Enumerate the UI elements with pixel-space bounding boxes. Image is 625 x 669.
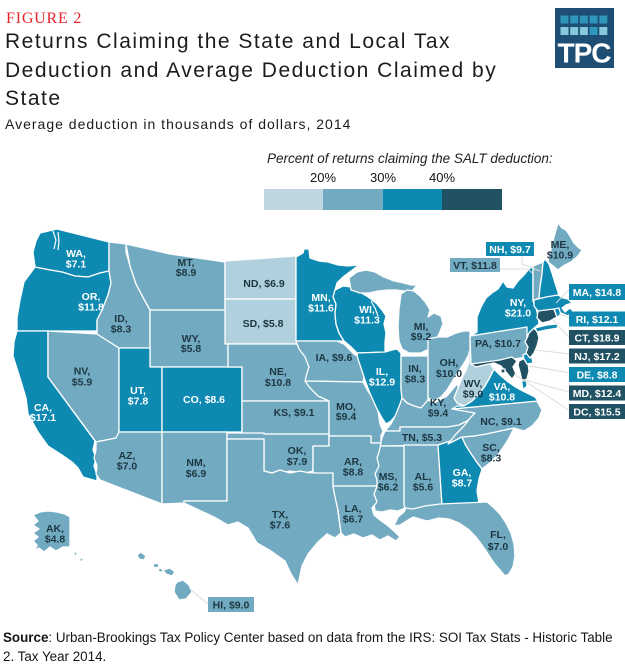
svg-text:$21.0: $21.0 [505, 308, 531, 320]
svg-text:$9.2: $9.2 [411, 331, 432, 343]
svg-text:AZ,: AZ, [119, 450, 136, 462]
svg-text:$6.9: $6.9 [186, 468, 207, 480]
svg-text:ND, $6.9: ND, $6.9 [243, 278, 285, 290]
svg-text:TN, $5.3: TN, $5.3 [402, 432, 442, 444]
svg-text:CT, $18.9: CT, $18.9 [575, 333, 620, 345]
svg-text:$4.8: $4.8 [45, 534, 66, 546]
svg-text:GA,: GA, [453, 467, 472, 479]
svg-text:$8.3: $8.3 [481, 453, 502, 465]
svg-text:NV,: NV, [74, 366, 91, 378]
svg-text:$10.8: $10.8 [489, 392, 515, 404]
svg-text:NE,: NE, [269, 366, 287, 378]
svg-text:OR,: OR, [82, 291, 101, 303]
svg-text:NY,: NY, [510, 297, 526, 309]
svg-text:$5.8: $5.8 [181, 343, 202, 355]
svg-text:$8.3: $8.3 [405, 374, 426, 386]
svg-text:AK,: AK, [46, 523, 64, 535]
svg-text:ME,: ME, [551, 239, 570, 251]
svg-text:$12.9: $12.9 [369, 377, 395, 389]
svg-text:$8.3: $8.3 [111, 324, 132, 336]
svg-text:$10.8: $10.8 [265, 377, 291, 389]
svg-text:$7.8: $7.8 [128, 396, 149, 408]
svg-text:MS,: MS, [379, 471, 398, 483]
svg-text:OK,: OK, [288, 445, 307, 457]
svg-text:FL,: FL, [490, 529, 506, 541]
svg-text:IL,: IL, [376, 366, 388, 378]
svg-text:OH,: OH, [440, 357, 459, 369]
svg-text:$10.9: $10.9 [547, 250, 573, 262]
svg-text:MD, $12.4: MD, $12.4 [573, 388, 622, 400]
svg-text:WY,: WY, [182, 333, 201, 345]
svg-text:VT, $11.8: VT, $11.8 [453, 260, 497, 272]
svg-text:AR,: AR, [344, 456, 362, 468]
svg-text:$7.6: $7.6 [270, 520, 291, 532]
svg-text:$6.7: $6.7 [343, 514, 364, 526]
svg-text:$7.0: $7.0 [488, 541, 509, 553]
svg-text:$10.0: $10.0 [436, 368, 462, 380]
svg-text:HI, $9.0: HI, $9.0 [213, 600, 250, 612]
svg-text:WI,: WI, [359, 304, 375, 316]
svg-text:KY,: KY, [430, 397, 446, 409]
svg-text:TX,: TX, [272, 509, 288, 521]
svg-text:NM,: NM, [186, 457, 205, 469]
svg-text:DC, $15.5: DC, $15.5 [573, 407, 620, 419]
svg-text:RI, $12.1: RI, $12.1 [576, 314, 619, 326]
svg-text:DE, $8.8: DE, $8.8 [577, 370, 618, 382]
svg-text:NC, $9.1: NC, $9.1 [480, 416, 522, 428]
svg-text:WA,: WA, [66, 248, 86, 260]
svg-text:MI,: MI, [414, 321, 429, 333]
svg-text:PA, $10.7: PA, $10.7 [475, 338, 521, 350]
svg-text:$11.6: $11.6 [308, 303, 334, 315]
svg-text:NJ, $17.2: NJ, $17.2 [574, 351, 620, 363]
svg-text:MO,: MO, [336, 401, 356, 413]
svg-text:$7.9: $7.9 [287, 456, 308, 468]
svg-text:$9.4: $9.4 [336, 411, 357, 423]
svg-text:LA,: LA, [345, 503, 362, 515]
svg-text:$11.8: $11.8 [78, 302, 104, 314]
svg-text:$5.6: $5.6 [413, 482, 434, 494]
svg-text:MA, $14.8: MA, $14.8 [573, 287, 622, 299]
svg-text:$17.1: $17.1 [30, 412, 56, 424]
svg-text:UT,: UT, [130, 385, 146, 397]
svg-text:IA, $9.6: IA, $9.6 [316, 352, 353, 364]
svg-text:NH, $9.7: NH, $9.7 [489, 244, 531, 256]
svg-text:$6.2: $6.2 [378, 482, 399, 494]
svg-text:$5.9: $5.9 [72, 377, 93, 389]
svg-text:$9.4: $9.4 [428, 408, 449, 420]
svg-text:MN,: MN, [311, 292, 330, 304]
svg-text:$8.9: $8.9 [176, 267, 197, 279]
svg-text:SD, $5.8: SD, $5.8 [243, 318, 284, 330]
svg-text:$8.8: $8.8 [343, 467, 364, 479]
svg-text:$8.7: $8.7 [452, 478, 473, 490]
svg-text:MT,: MT, [178, 257, 195, 269]
svg-text:ID,: ID, [114, 313, 128, 325]
svg-text:$9.0: $9.0 [463, 389, 484, 401]
svg-text:$7.1: $7.1 [66, 259, 87, 271]
svg-text:SC,: SC, [482, 442, 500, 454]
svg-text:$7.0: $7.0 [117, 461, 138, 473]
svg-text:TPC: TPC [558, 38, 612, 69]
svg-text:CA,: CA, [34, 402, 52, 414]
svg-text:KS, $9.1: KS, $9.1 [274, 407, 315, 419]
svg-text:CO, $8.6: CO, $8.6 [183, 394, 225, 406]
svg-text:AL,: AL, [415, 471, 432, 483]
svg-text:$11.3: $11.3 [354, 315, 380, 327]
svg-text:WV,: WV, [464, 378, 483, 390]
svg-text:IN,: IN, [408, 363, 422, 375]
svg-text:VA,: VA, [494, 381, 511, 393]
